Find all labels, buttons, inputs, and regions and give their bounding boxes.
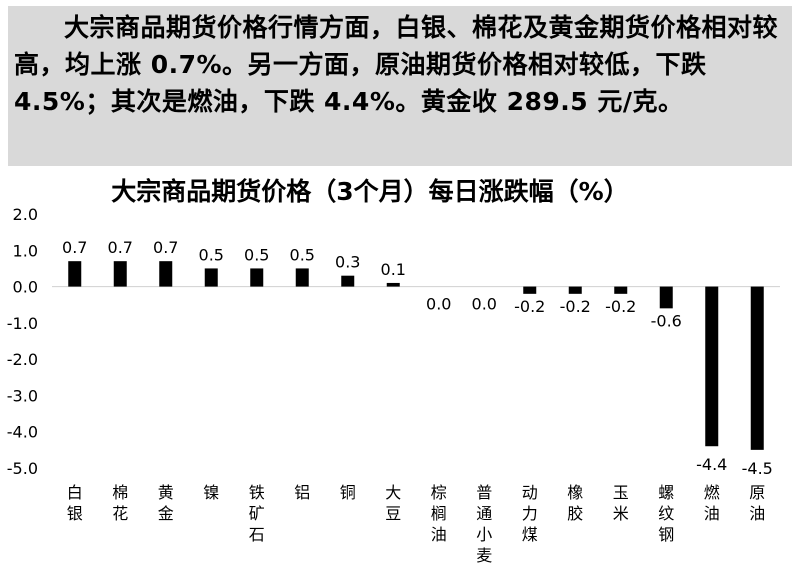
x-tick-label: 白银 (67, 483, 83, 523)
x-tick-label: 铝 (294, 483, 310, 502)
bar (750, 286, 764, 450)
bar (159, 261, 173, 287)
data-label: -0.2 (605, 297, 636, 316)
data-labels: 0.7 0.7 0.7 0.5 0.5 0.5 0.3 0.1 0.0 0.0 -0.2 -0.2 -0… (62, 238, 773, 478)
x-tick-label: 棉花 (112, 483, 128, 523)
data-label: 0.7 (62, 238, 87, 257)
x-tick-label: 铁矿石 (249, 483, 265, 544)
bar-series (68, 261, 764, 450)
x-tick-label: 棕榈油 (431, 483, 447, 544)
x-tick-label: 玉米 (613, 483, 629, 523)
bar (68, 261, 82, 287)
chart-title: 大宗商品期货价格（3个月）每日涨跌幅（%） (111, 177, 628, 206)
x-tick-label: 动力煤 (522, 483, 538, 544)
x-tick-label: 黄金 (158, 483, 174, 523)
y-tick-label: 1.0 (13, 241, 38, 260)
y-tick-label: 0.0 (13, 278, 38, 297)
data-label: -4.4 (696, 455, 727, 474)
data-label: -4.5 (742, 459, 773, 478)
data-label: 0.0 (426, 295, 451, 314)
bar (523, 286, 537, 294)
data-label: 0.0 (472, 295, 497, 314)
data-label: 0.5 (290, 245, 315, 264)
bar (705, 286, 719, 447)
data-label: -0.2 (560, 297, 591, 316)
y-axis: 2.0 1.0 0.0 -1.0 -2.0 -3.0 -4.0 -5.0 (7, 205, 38, 478)
data-label: 0.3 (335, 253, 360, 272)
bar (113, 261, 127, 287)
y-tick-label: -4.0 (7, 423, 38, 442)
data-label: -0.6 (651, 311, 682, 330)
bar-chart: 大宗商品期货价格（3个月）每日涨跌幅（%） 2.0 1.0 0.0 -1.0 -2.0 -… (7, 177, 780, 565)
summary-text: 大宗商品期货价格行情方面，白银、棉花及黄金期货价格相对较高，均上涨 0.7%。另… (8, 6, 792, 166)
x-tick-label: 燃油 (704, 483, 720, 523)
bar (341, 275, 355, 287)
data-label: 0.7 (153, 238, 178, 257)
y-tick-label: -2.0 (7, 350, 38, 369)
x-tick-label: 橡胶 (567, 483, 583, 523)
y-tick-label: -3.0 (7, 386, 38, 405)
x-tick-label: 螺纹钢 (658, 483, 674, 544)
data-label: 0.5 (244, 245, 269, 264)
bar (659, 286, 673, 309)
bar (568, 286, 582, 294)
bar (250, 268, 264, 287)
x-tick-label: 大豆 (385, 483, 401, 523)
x-tick-label: 镍 (203, 483, 219, 502)
y-tick-label: -5.0 (7, 459, 38, 478)
bar (204, 268, 218, 287)
bar (614, 286, 628, 294)
data-label: 0.5 (199, 245, 224, 264)
y-tick-label: 2.0 (13, 205, 38, 224)
bar (386, 282, 400, 287)
bar (295, 268, 309, 287)
y-tick-label: -1.0 (7, 314, 38, 333)
data-label: -0.2 (514, 297, 545, 316)
x-tick-label: 原油 (749, 483, 765, 523)
data-label: 0.7 (108, 238, 133, 257)
data-label: 0.1 (381, 260, 406, 279)
x-tick-label: 铜 (340, 483, 356, 502)
x-tick-label: 普通小麦 (476, 483, 492, 565)
